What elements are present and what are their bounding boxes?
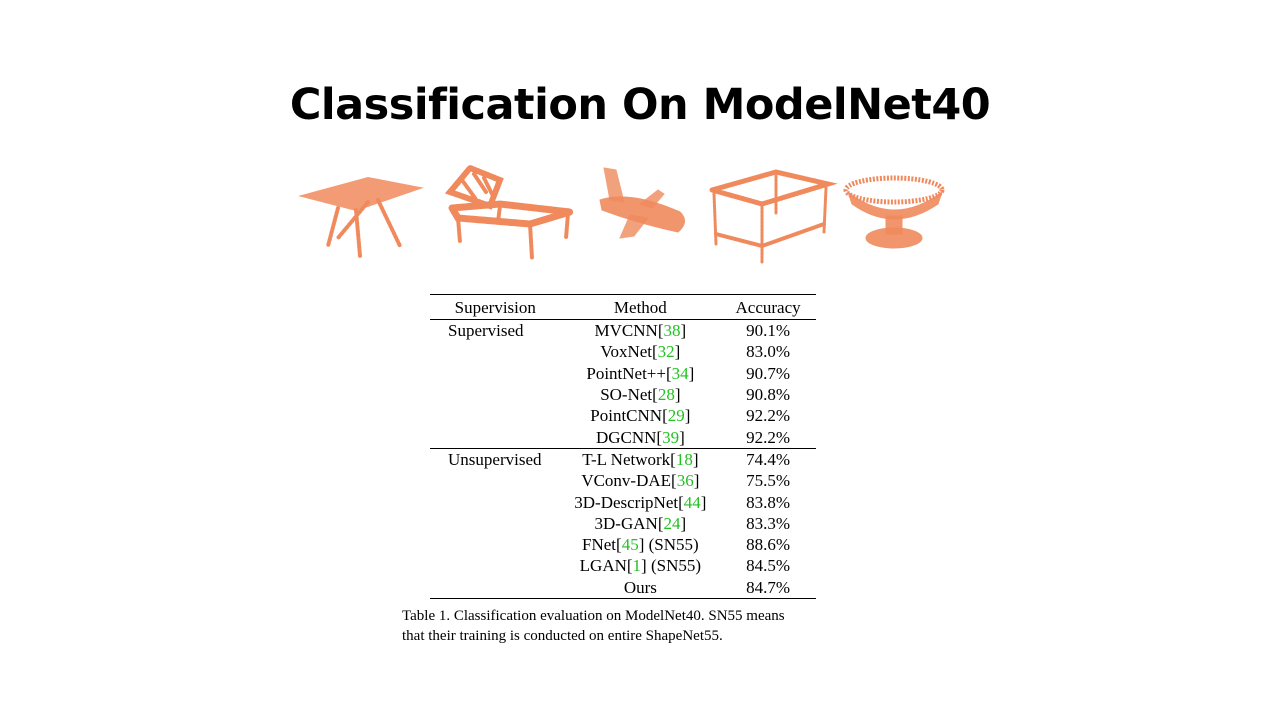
citation-link[interactable]: 45 bbox=[621, 535, 639, 555]
method-cell: MVCNN[38] bbox=[594, 321, 687, 341]
method-name: Ours bbox=[623, 577, 657, 597]
classification-results-table: Supervision Method Accuracy Supervised MV… bbox=[430, 294, 816, 599]
method-cell: T-L Network[18] bbox=[582, 449, 699, 469]
method-name: 3D-GAN bbox=[594, 513, 658, 533]
table-header-row: Supervision Method Accuracy bbox=[430, 294, 816, 320]
citation-link[interactable]: 18 bbox=[675, 449, 693, 469]
accuracy-cell: 90.8% bbox=[746, 385, 791, 405]
citation-link[interactable]: 1 bbox=[632, 556, 642, 576]
point-cloud-examples bbox=[290, 160, 960, 270]
header-method: Method bbox=[613, 298, 667, 317]
header-supervision: Supervision bbox=[454, 298, 536, 317]
supervision-cell: Unsupervised bbox=[448, 449, 542, 469]
method-name: DGCNN bbox=[595, 427, 657, 447]
accuracy-cell: 83.3% bbox=[746, 513, 791, 533]
table-row: 3D-DescripNet[44] 83.8% bbox=[430, 491, 816, 512]
method-cell: LGAN[1] (SN55) bbox=[579, 556, 702, 576]
accuracy-cell: 84.7% bbox=[746, 577, 791, 597]
table-row: Ours 84.7% bbox=[430, 577, 816, 599]
slide-title: Classification On ModelNet40 bbox=[289, 80, 991, 130]
method-name: 3D-DescripNet bbox=[574, 492, 679, 512]
method-name: LGAN bbox=[579, 556, 627, 576]
method-cell: 3D-DescripNet[44] bbox=[574, 492, 707, 512]
citation-link[interactable]: 39 bbox=[662, 427, 680, 447]
table-row: VConv-DAE[36] 75.5% bbox=[430, 470, 816, 491]
method-name: FNet bbox=[582, 535, 617, 555]
supervision-cell bbox=[430, 534, 561, 555]
method-name: PointCNN bbox=[590, 406, 663, 426]
method-name: T-L Network bbox=[582, 449, 671, 469]
table-row: 3D-GAN[24] 83.3% bbox=[430, 513, 816, 534]
supervised-group: Supervised MVCNN[38] 90.1% VoxNet[32] 83.0% P… bbox=[430, 320, 816, 449]
table-point-cloud-icon bbox=[702, 169, 838, 264]
table-row: FNet[45] (SN55) 88.6% bbox=[430, 534, 816, 555]
airplane-point-cloud-icon bbox=[599, 167, 685, 239]
method-cell: PointNet++[34] bbox=[586, 363, 695, 383]
table-row: DGCNN[39] 92.2% bbox=[430, 426, 816, 448]
supervision-cell bbox=[430, 341, 561, 362]
table-row: PointNet++[34] 90.7% bbox=[430, 363, 816, 384]
header-accuracy: Accuracy bbox=[735, 298, 801, 317]
citation-link[interactable]: 29 bbox=[667, 406, 685, 426]
accuracy-cell: 88.6% bbox=[746, 535, 791, 555]
unsupervised-group: Unsupervised T-L Network[18] 74.4% VConv-DA… bbox=[430, 448, 816, 599]
accuracy-cell: 92.2% bbox=[746, 427, 791, 447]
citation-link[interactable]: 36 bbox=[676, 471, 694, 491]
supervision-cell bbox=[430, 470, 561, 491]
accuracy-cell: 90.1% bbox=[746, 321, 791, 341]
method-name: SO-Net bbox=[600, 385, 653, 405]
caption-line-1: Table 1. Classification evaluation on Mo… bbox=[402, 608, 785, 624]
accuracy-cell: 83.0% bbox=[746, 342, 791, 362]
citation-link[interactable]: 28 bbox=[657, 385, 675, 405]
method-cell: SO-Net[28] bbox=[600, 385, 681, 405]
accuracy-cell: 75.5% bbox=[746, 471, 791, 491]
accuracy-cell: 74.4% bbox=[746, 449, 791, 469]
supervision-cell bbox=[430, 555, 561, 576]
table-caption: Table 1. Classification evaluation on Mo… bbox=[402, 606, 862, 646]
method-name: VConv-DAE bbox=[581, 471, 672, 491]
table-row: Supervised MVCNN[38] 90.1% bbox=[430, 320, 816, 342]
caption-line-2: that their training is conducted on enti… bbox=[402, 628, 723, 644]
supervision-cell bbox=[430, 405, 561, 426]
method-dataset-note: (SN55) bbox=[644, 535, 699, 555]
citation-link[interactable]: 24 bbox=[663, 513, 681, 533]
supervision-cell bbox=[430, 513, 561, 534]
method-name: PointNet++ bbox=[586, 363, 666, 383]
citation-link[interactable]: 44 bbox=[683, 492, 701, 512]
method-cell: FNet[45] (SN55) bbox=[582, 535, 699, 555]
table-row: VoxNet[32] 83.0% bbox=[430, 341, 816, 362]
supervision-cell bbox=[430, 426, 561, 448]
supervision-cell bbox=[430, 577, 561, 599]
citation-link[interactable]: 32 bbox=[657, 342, 675, 362]
supervision-cell: Supervised bbox=[448, 321, 524, 341]
method-cell: Ours bbox=[561, 577, 721, 599]
method-name: MVCNN bbox=[594, 321, 658, 341]
bowl-point-cloud-icon bbox=[843, 175, 945, 249]
citation-link[interactable]: 34 bbox=[671, 363, 689, 383]
method-name: VoxNet bbox=[600, 342, 652, 362]
accuracy-cell: 92.2% bbox=[746, 406, 791, 426]
citation-link[interactable]: 38 bbox=[663, 321, 681, 341]
supervision-cell bbox=[430, 491, 561, 512]
accuracy-cell: 84.5% bbox=[746, 556, 791, 576]
chair-point-cloud-icon bbox=[444, 164, 572, 260]
method-dataset-note: (SN55) bbox=[646, 556, 702, 576]
table-row: PointCNN[29] 92.2% bbox=[430, 405, 816, 426]
table-row: SO-Net[28] 90.8% bbox=[430, 384, 816, 405]
supervision-cell bbox=[430, 384, 561, 405]
table-row: Unsupervised T-L Network[18] 74.4% bbox=[430, 448, 816, 470]
method-cell: PointCNN[29] bbox=[590, 406, 691, 426]
method-cell: VConv-DAE[36] bbox=[581, 471, 700, 491]
accuracy-cell: 83.8% bbox=[746, 492, 791, 512]
method-cell: 3D-GAN[24] bbox=[594, 513, 687, 533]
table-row: LGAN[1] (SN55) 84.5% bbox=[430, 555, 816, 576]
accuracy-cell: 90.7% bbox=[746, 363, 791, 383]
method-cell: DGCNN[39] bbox=[595, 427, 685, 447]
method-cell: VoxNet[32] bbox=[600, 342, 681, 362]
table-point-cloud-icon bbox=[298, 176, 424, 258]
supervision-cell bbox=[430, 363, 561, 384]
